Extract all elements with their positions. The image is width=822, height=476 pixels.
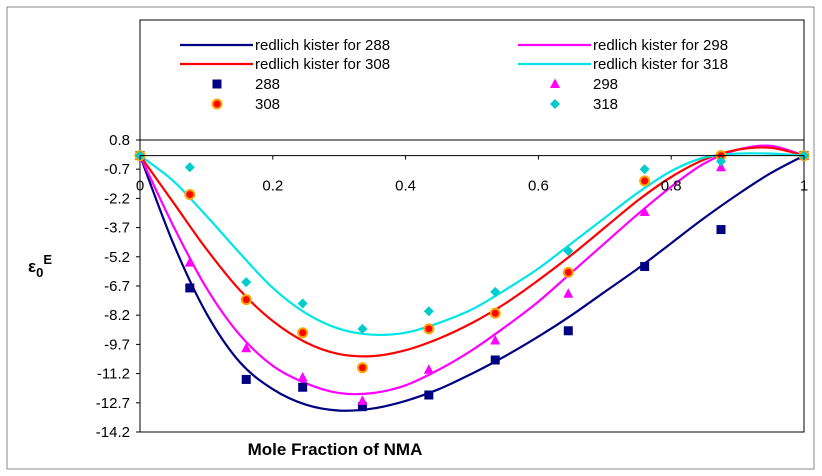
data-point-308 bbox=[562, 266, 574, 278]
data-point-298 bbox=[639, 206, 650, 217]
data-point-288 bbox=[185, 283, 195, 293]
data-point-288 bbox=[490, 355, 500, 365]
data-point-318 bbox=[241, 277, 252, 288]
data-point-308 bbox=[297, 327, 309, 339]
y-tick-label: -0.7 bbox=[104, 161, 130, 178]
y-tick-label: 0.8 bbox=[109, 132, 130, 149]
data-point-318 bbox=[563, 245, 574, 256]
x-tick-label: 0.8 bbox=[661, 178, 682, 195]
data-point-318 bbox=[716, 156, 726, 167]
legend-marker-swatch bbox=[211, 98, 223, 110]
data-point-288 bbox=[563, 326, 573, 336]
legend-box bbox=[139, 19, 805, 141]
data-point-308 bbox=[489, 307, 501, 319]
data-point-288 bbox=[424, 390, 434, 400]
y-tick-label: -11.2 bbox=[97, 366, 130, 383]
legend-marker-swatch bbox=[550, 99, 560, 109]
x-axis: 0 0.2 0.4 0.6 0.8 1 bbox=[136, 155, 808, 195]
data-point-298 bbox=[241, 342, 252, 353]
y-tick-label: -8.2 bbox=[104, 307, 130, 324]
legend-label: 288 bbox=[255, 76, 280, 93]
y-axis: 0.8 -0.7 -2.2 -3.7 -5.2 -6.7 -8.2 -9.7 -11.2 -12.… bbox=[96, 132, 140, 441]
data-point-308 bbox=[639, 175, 651, 187]
data-point-318 bbox=[297, 298, 308, 309]
legend-label: redlich kister for 308 bbox=[255, 56, 390, 73]
legend-label: 318 bbox=[593, 96, 618, 113]
data-point-298 bbox=[563, 288, 574, 298]
data-point-288 bbox=[298, 382, 308, 392]
y-tick-label: -14.2 bbox=[96, 424, 130, 441]
y-tick-label: -12.7 bbox=[96, 395, 130, 412]
data-markers bbox=[134, 150, 810, 412]
legend-label: redlich kister for 318 bbox=[593, 56, 728, 73]
data-point-308 bbox=[184, 189, 196, 201]
data-point-308 bbox=[240, 294, 252, 306]
data-point-288 bbox=[716, 225, 726, 235]
y-tick-label: -9.7 bbox=[104, 336, 130, 353]
data-point-298 bbox=[357, 395, 368, 405]
x-tick-label: 0 bbox=[136, 178, 144, 195]
y-tick-label: -6.7 bbox=[104, 278, 130, 295]
legend-label: 298 bbox=[593, 76, 618, 93]
data-point-288 bbox=[357, 402, 367, 412]
y-tick-label: -5.2 bbox=[104, 249, 130, 266]
legend: redlich kister for 288 redlich kister for… bbox=[180, 37, 728, 113]
data-point-298 bbox=[184, 257, 195, 267]
data-point-298 bbox=[297, 371, 308, 382]
data-point-318 bbox=[357, 323, 368, 334]
data-point-308 bbox=[356, 362, 368, 374]
data-point-318 bbox=[490, 286, 501, 297]
data-point-298 bbox=[423, 364, 434, 374]
data-point-318 bbox=[639, 164, 650, 175]
x-tick-label: 0.6 bbox=[528, 178, 549, 195]
plot-area bbox=[139, 117, 805, 433]
y-axis-title: ε0E bbox=[28, 252, 52, 280]
x-tick-label: 0.4 bbox=[395, 178, 416, 195]
data-point-298 bbox=[716, 161, 726, 172]
data-point-298 bbox=[490, 335, 501, 345]
data-point-308 bbox=[423, 323, 435, 335]
data-point-318 bbox=[184, 162, 195, 173]
x-tick-label: 1 bbox=[800, 178, 808, 195]
data-point-318 bbox=[423, 306, 434, 317]
data-point-288 bbox=[241, 374, 251, 384]
fit-curve-redlich-kister-for-298 bbox=[139, 144, 805, 396]
data-point-288 bbox=[640, 262, 650, 272]
legend-label: 308 bbox=[255, 96, 280, 113]
fit-curve-redlich-kister-for-288 bbox=[138, 154, 805, 412]
fit-curve-redlich-kister-for-318 bbox=[139, 152, 805, 337]
x-axis-title: Mole Fraction of NMA bbox=[248, 440, 423, 459]
legend-marker-swatch bbox=[550, 78, 560, 88]
legend-label: redlich kister for 288 bbox=[255, 37, 390, 54]
legend-label: redlich kister for 298 bbox=[593, 37, 728, 54]
y-tick-label: -3.7 bbox=[104, 220, 130, 237]
x-tick-label: 0.2 bbox=[262, 178, 283, 195]
legend-marker-swatch bbox=[212, 79, 222, 89]
y-tick-label: -2.2 bbox=[104, 190, 130, 207]
